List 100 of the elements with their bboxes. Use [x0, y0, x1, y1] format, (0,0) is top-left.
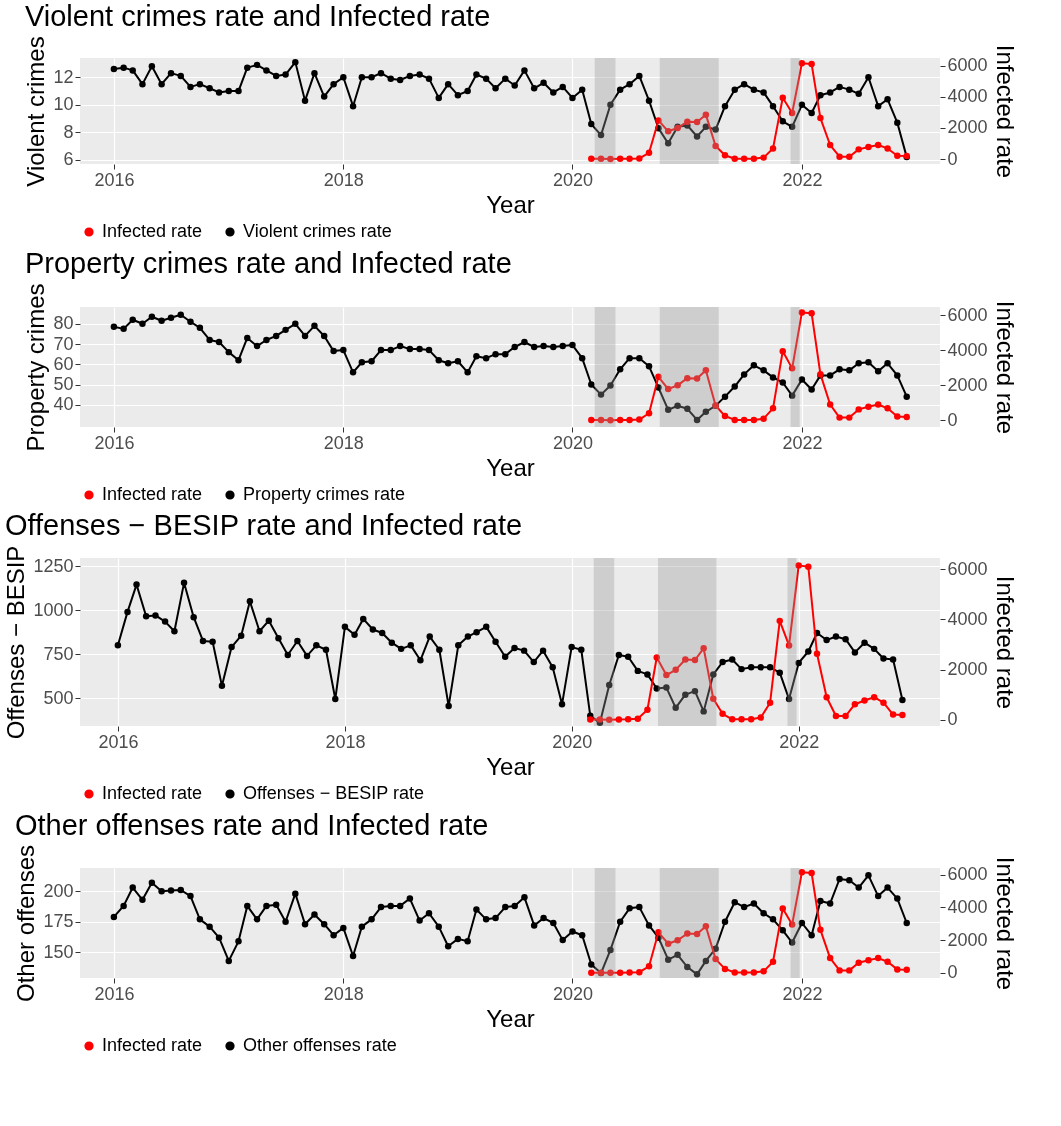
point	[605, 716, 613, 724]
point	[884, 958, 891, 965]
point	[846, 153, 853, 160]
point	[655, 117, 662, 124]
legend-label: Violent crimes rate	[243, 221, 392, 241]
y2-tick-label: 6000	[947, 304, 988, 325]
y-tick-label: 750	[43, 643, 74, 664]
point	[702, 367, 710, 374]
point	[616, 969, 624, 976]
point	[684, 118, 691, 125]
x-tick-label: 2020	[552, 983, 593, 1004]
point	[588, 416, 595, 424]
y2-tick-label: 6000	[947, 55, 988, 76]
point	[855, 146, 862, 153]
point	[636, 155, 643, 162]
point	[760, 968, 767, 975]
point	[776, 617, 783, 625]
point	[597, 155, 605, 163]
point	[874, 401, 882, 408]
point	[607, 417, 614, 424]
y2-axis-title: Infected rate	[991, 44, 1019, 179]
x-tick-label: 2022	[779, 731, 820, 752]
x-axis-title: Year	[486, 1004, 535, 1032]
point	[903, 966, 910, 973]
point	[880, 699, 887, 706]
x-tick-label: 2022	[782, 983, 823, 1004]
point	[721, 412, 729, 420]
y2-tick-label: 2000	[947, 659, 988, 680]
point	[740, 416, 748, 424]
point	[884, 405, 891, 412]
point	[808, 310, 815, 317]
point	[712, 955, 719, 963]
point	[636, 968, 643, 976]
x-tick-label: 2020	[552, 731, 593, 752]
point	[721, 965, 729, 973]
point	[719, 710, 726, 718]
point	[779, 94, 786, 101]
y2-tick-label: 4000	[947, 896, 988, 917]
point	[587, 716, 594, 723]
point	[731, 416, 738, 424]
point	[672, 666, 679, 674]
point	[785, 642, 793, 649]
point	[788, 921, 796, 928]
y-tick-label: 10	[53, 94, 74, 115]
y-tick-label: 80	[53, 313, 74, 334]
point	[588, 969, 595, 976]
point	[634, 715, 642, 723]
y-tick-label: 6	[63, 149, 74, 170]
y-axis-title: Property crimes	[22, 283, 50, 452]
point	[889, 711, 897, 718]
point	[855, 406, 862, 413]
point	[894, 413, 901, 420]
y2-tick-label: 4000	[947, 86, 988, 107]
point	[664, 385, 672, 393]
legend-label: Infected rate	[102, 484, 203, 504]
point	[798, 60, 806, 67]
point	[655, 373, 662, 381]
point	[674, 382, 681, 389]
point	[626, 416, 633, 424]
y-tick-label: 70	[53, 333, 74, 354]
y2-axis-title: Infected rate	[991, 575, 1019, 710]
point	[817, 114, 824, 122]
point	[769, 958, 777, 965]
point	[626, 155, 633, 162]
y-axis-title: Other offenses	[12, 845, 40, 1002]
point	[832, 712, 840, 720]
point	[808, 869, 815, 877]
y-tick-label: 50	[53, 374, 74, 394]
y-axis-title: Offenses − BESIP	[2, 545, 30, 740]
y-tick-label: 1250	[33, 555, 74, 576]
point	[788, 109, 796, 117]
point	[855, 959, 862, 966]
point	[684, 930, 691, 937]
point	[664, 940, 672, 947]
point	[700, 645, 707, 652]
y-axis-title: Violent crimes	[22, 36, 50, 187]
point	[607, 155, 614, 163]
point	[693, 118, 701, 126]
point	[766, 699, 774, 706]
point	[846, 967, 853, 974]
point	[728, 716, 736, 723]
point	[684, 374, 691, 382]
point	[750, 155, 758, 162]
point	[894, 966, 901, 973]
point	[861, 697, 868, 704]
point	[663, 671, 670, 679]
point	[760, 154, 767, 161]
point	[779, 347, 786, 355]
chart-title: Violent crimes rate and Infected rate	[24, 0, 491, 32]
point	[779, 905, 786, 912]
x-axis-title: Year	[486, 752, 535, 780]
point	[624, 716, 632, 723]
x-tick-label: 2018	[325, 731, 366, 752]
point	[870, 693, 878, 701]
point	[808, 60, 815, 68]
y2-axis-title: Infected rate	[991, 856, 1019, 991]
point	[865, 403, 872, 410]
point	[645, 149, 653, 157]
point	[899, 711, 906, 719]
point	[760, 415, 767, 422]
